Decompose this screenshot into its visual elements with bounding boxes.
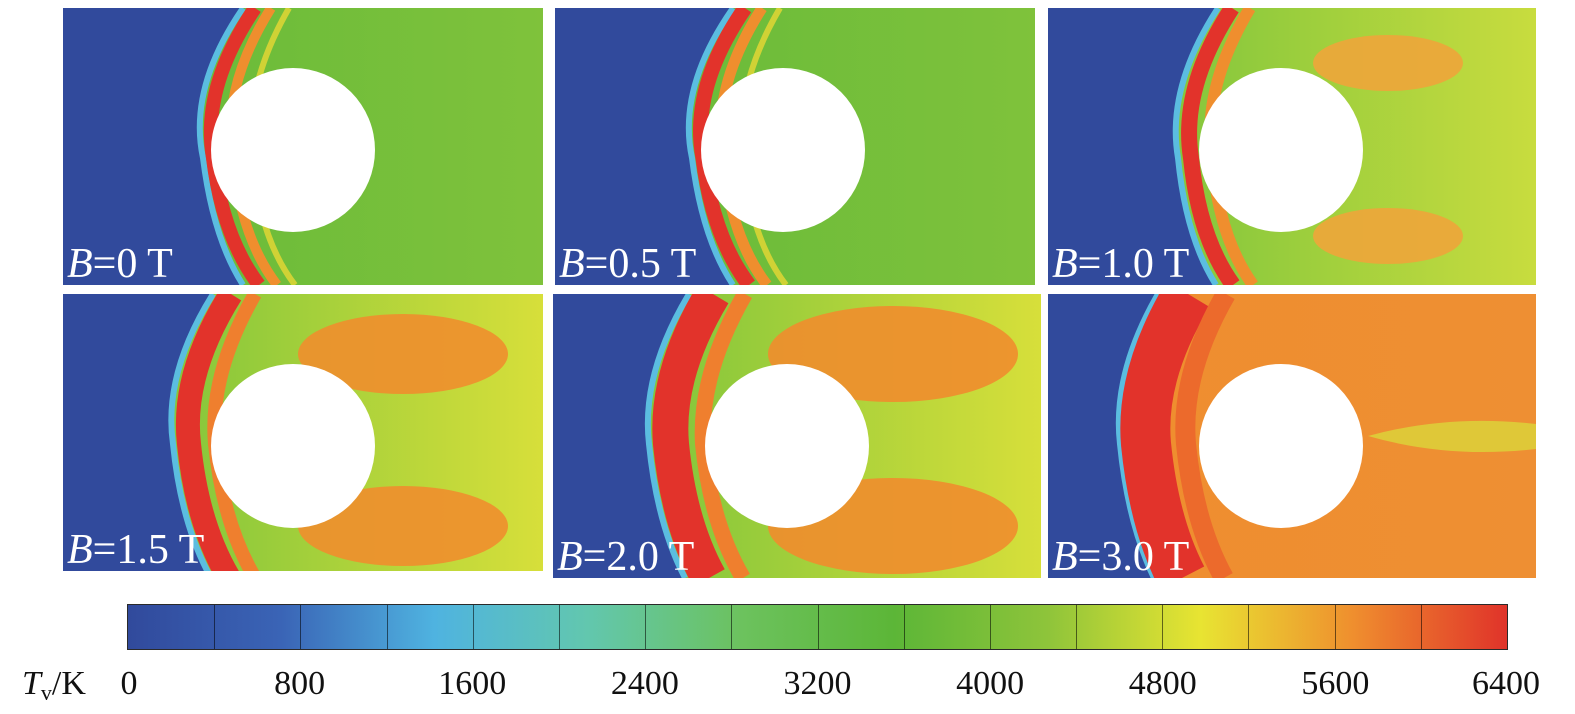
contour-panel-3: B=1.0 T <box>1048 8 1536 285</box>
cylinder-body <box>701 68 865 232</box>
panel-label-5: B=2.0 T <box>557 534 695 578</box>
freestream-region <box>1048 8 1218 285</box>
temperature-colorbar <box>127 604 1508 650</box>
temperature-field-4 <box>63 294 543 571</box>
temperature-field-5 <box>553 294 1041 578</box>
cylinder-body <box>1199 364 1363 528</box>
colorbar-division <box>989 605 991 649</box>
freestream-region <box>1048 294 1158 578</box>
panel-label-6: B=3.0 T <box>1052 534 1190 578</box>
colorbar-tick-label: 2400 <box>610 665 679 702</box>
colorbar-tick-label: 1600 <box>438 665 507 702</box>
colorbar-tick-label: 5600 <box>1301 665 1370 702</box>
temperature-field-6 <box>1048 294 1536 578</box>
colorbar-division <box>903 605 905 649</box>
panel-label-2: B=0.5 T <box>559 241 697 285</box>
cylinder-body <box>211 68 375 232</box>
colorbar-division <box>472 605 474 649</box>
colorbar-tick-label: 6400 <box>1472 665 1540 702</box>
colorbar-division <box>1162 605 1164 649</box>
temperature-field-2 <box>555 8 1035 285</box>
freestream-region <box>63 8 243 285</box>
cylinder-body <box>1199 68 1363 232</box>
colorbar-division <box>1420 605 1422 649</box>
contour-panel-5: B=2.0 T <box>553 294 1041 578</box>
colorbar-tick-label: 0 <box>120 665 138 702</box>
colorbar-tick-label: 4800 <box>1128 665 1197 702</box>
temperature-field-1 <box>63 8 543 285</box>
colorbar-division <box>1076 605 1078 649</box>
contour-panel-6: B=3.0 T <box>1048 294 1536 578</box>
colorbar-label: Tv/K <box>22 665 86 705</box>
colorbar-tick-label: 800 <box>274 665 326 702</box>
freestream-region <box>63 294 213 571</box>
colorbar-division <box>817 605 819 649</box>
panel-label-1: B=0 T <box>67 241 173 285</box>
colorbar-division <box>214 605 216 649</box>
colorbar-division <box>558 605 560 649</box>
contour-panel-1: B=0 T <box>63 8 543 285</box>
panel-label-3: B=1.0 T <box>1052 241 1190 285</box>
colorbar-tick-label: 4000 <box>956 665 1025 702</box>
colorbar-division <box>1334 605 1336 649</box>
cylinder-body <box>211 364 375 528</box>
colorbar-division <box>645 605 647 649</box>
panel-label-4: B=1.5 T <box>67 527 205 571</box>
colorbar-division <box>1248 605 1250 649</box>
contour-panel-2: B=0.5 T <box>555 8 1035 285</box>
colorbar-division <box>731 605 733 649</box>
cylinder-body <box>705 364 869 528</box>
colorbar-tick-label: 3200 <box>783 665 852 702</box>
contour-panel-4: B=1.5 T <box>63 294 543 571</box>
colorbar-division <box>300 605 302 649</box>
colorbar-division <box>386 605 388 649</box>
freestream-region <box>555 8 733 285</box>
temperature-field-3 <box>1048 8 1536 285</box>
